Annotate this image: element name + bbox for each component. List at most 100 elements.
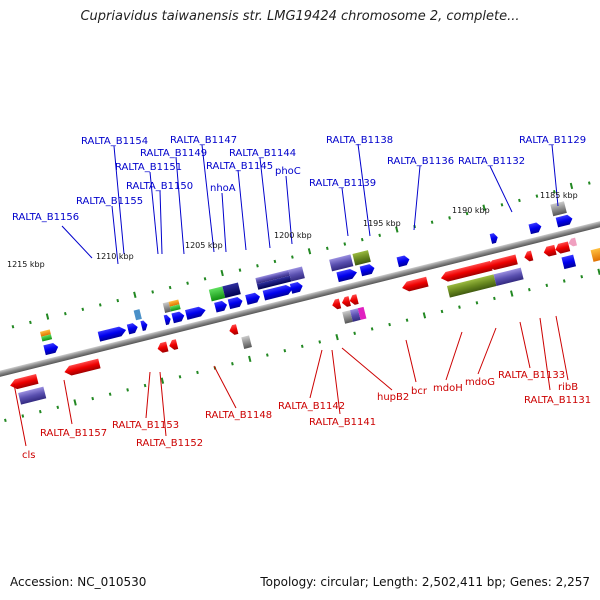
gene-label[interactable]: nhoA — [210, 183, 236, 194]
gene-label[interactable]: RALTA_B1132 — [458, 156, 525, 167]
scale-tick — [29, 320, 32, 325]
gene-arrow[interactable] — [43, 342, 59, 356]
gene-label[interactable]: RALTA_B1153 — [112, 420, 179, 431]
gene-arrow[interactable] — [543, 244, 557, 258]
gene-label[interactable]: RALTA_B1155 — [76, 196, 143, 207]
map-title: Cupriavidus taiwanensis str. LMG19424 ch… — [80, 9, 520, 24]
gene-arrow[interactable] — [171, 311, 185, 324]
gene-arrow[interactable] — [567, 237, 578, 248]
gene-arrow[interactable] — [331, 298, 342, 311]
gene-arrow[interactable] — [489, 232, 499, 244]
gene-arrow[interactable] — [554, 241, 571, 254]
gene-label[interactable]: RALTA_B1151 — [115, 162, 182, 173]
scale-tick — [527, 288, 531, 292]
gene-label[interactable]: RALTA_B1150 — [126, 181, 193, 192]
gene-label[interactable]: RALTA_B1136 — [387, 156, 454, 167]
scale-tick — [160, 377, 165, 384]
feature-block — [493, 267, 524, 287]
tick-label: 1185 kbp — [540, 191, 578, 200]
accession-text: Accession: NC_010530 — [10, 575, 147, 589]
gene-label[interactable]: bcr — [411, 386, 428, 397]
gene-label[interactable]: RALTA_B1139 — [309, 178, 376, 189]
gene-label[interactable]: ribB — [558, 382, 578, 393]
feature-block — [222, 282, 241, 299]
scale-tick — [580, 274, 584, 279]
scale-tick — [64, 311, 67, 316]
gene-arrow[interactable] — [341, 296, 351, 308]
gene-label[interactable]: mdoG — [465, 377, 495, 388]
gene-label[interactable]: hupB2 — [377, 392, 409, 403]
gene-arrow[interactable] — [140, 320, 148, 331]
feature-block — [255, 269, 290, 284]
feature-block — [329, 254, 354, 272]
scale-tick — [307, 248, 312, 255]
scale-tick — [448, 216, 451, 220]
gene-label[interactable]: RALTA_B1156 — [12, 212, 79, 223]
gene-label[interactable]: RALTA_B1154 — [81, 136, 148, 147]
gene-arrow[interactable] — [168, 339, 179, 351]
scale-tick — [108, 392, 112, 396]
feature-block — [550, 201, 567, 217]
scale-tick — [196, 370, 199, 375]
gene-label[interactable]: RALTA_B1149 — [140, 148, 207, 159]
gene-label[interactable]: RALTA_B1141 — [309, 417, 376, 428]
gene-label[interactable]: RALTA_B1138 — [326, 135, 393, 146]
feature-block — [241, 335, 252, 349]
scale-tick — [388, 322, 391, 327]
gene-arrow[interactable] — [245, 292, 261, 305]
scale-tick — [203, 277, 207, 281]
gene-label[interactable]: RALTA_B1152 — [136, 438, 203, 449]
gene-label[interactable]: RALTA_B1148 — [205, 410, 272, 421]
scale-tick — [500, 203, 504, 207]
gene-label[interactable]: RALTA_B1157 — [40, 428, 107, 439]
feature-block — [41, 334, 53, 342]
gene-arrow[interactable] — [359, 263, 376, 277]
gene-arrow[interactable] — [396, 254, 411, 268]
gene-label[interactable]: phoC — [275, 166, 301, 177]
gene-arrow[interactable] — [262, 284, 295, 301]
gene-label[interactable]: mdoH — [433, 383, 463, 394]
scale-tick — [168, 285, 172, 290]
gene-arrow[interactable] — [336, 268, 358, 283]
gene-arrow[interactable] — [63, 358, 101, 377]
gene-arrow[interactable] — [486, 254, 518, 272]
scale-tick — [151, 290, 154, 294]
gene-arrow[interactable] — [9, 374, 39, 390]
gene-arrow[interactable] — [228, 324, 239, 336]
scale-tick — [21, 414, 25, 418]
gene-arrow[interactable] — [555, 214, 574, 228]
gene-label[interactable]: RALTA_B1147 — [170, 135, 237, 146]
gene-arrow[interactable] — [528, 222, 543, 235]
gene-arrow[interactable] — [126, 322, 139, 335]
gene-arrow[interactable] — [401, 276, 429, 293]
gene-arrow[interactable] — [214, 300, 228, 313]
feature-block — [446, 274, 497, 298]
gene-arrow[interactable] — [156, 341, 169, 354]
scale-tick — [38, 409, 42, 414]
scale-tick — [4, 418, 7, 423]
gene-arrow[interactable] — [227, 296, 244, 310]
scale-tick — [220, 269, 224, 277]
gene-label[interactable]: RALTA_B1131 — [524, 395, 591, 406]
gene-arrow[interactable] — [163, 314, 172, 326]
scale-tick — [283, 348, 287, 353]
gene-arrow[interactable] — [440, 260, 493, 283]
scale-tick — [360, 237, 364, 242]
scale-tick — [569, 182, 574, 190]
gene-arrow[interactable] — [523, 250, 534, 263]
gene-arrow[interactable] — [289, 281, 304, 294]
gene-label[interactable]: RALTA_B1144 — [229, 148, 296, 159]
gene-label[interactable]: RALTA_B1133 — [498, 370, 565, 381]
tick-label: 1190 kbp — [452, 206, 490, 215]
scale-tick — [126, 388, 129, 392]
gene-label[interactable]: RALTA_B1142 — [278, 401, 345, 412]
gene-label[interactable]: RALTA_B1129 — [519, 135, 586, 146]
gene-label[interactable]: cls — [22, 450, 36, 461]
gene-arrow[interactable] — [185, 305, 207, 320]
gene-arrow[interactable] — [97, 325, 128, 342]
gene-label[interactable]: RALTA_B1145 — [206, 161, 273, 172]
scale-tick — [335, 333, 339, 341]
forward-gene-labels: RALTA_B1156 RALTA_B1155 RALTA_B1154 RALT… — [12, 135, 586, 223]
feature-block — [169, 304, 181, 312]
gene-arrow[interactable] — [349, 294, 359, 306]
